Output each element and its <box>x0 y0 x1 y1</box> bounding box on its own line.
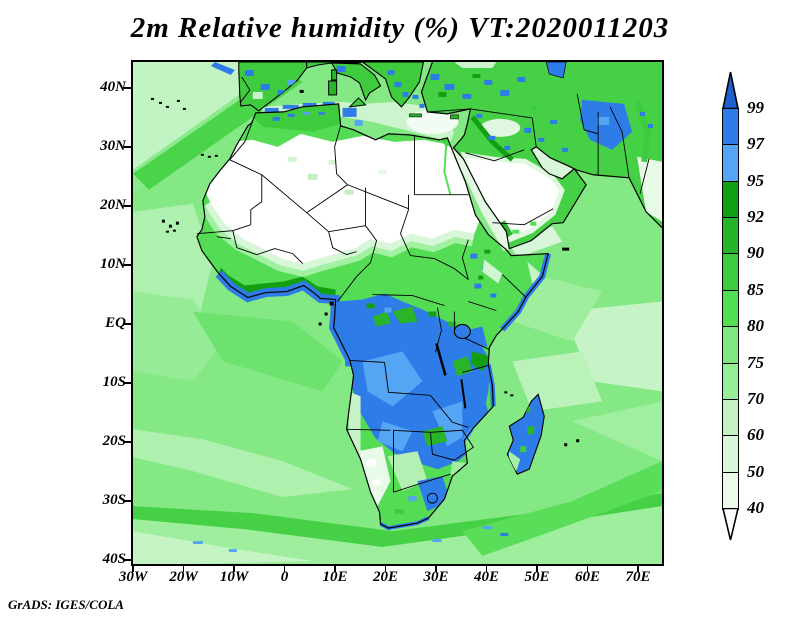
colorbar-segment <box>722 253 739 292</box>
x-axis-label: 30E <box>423 569 449 585</box>
x-axis-tick <box>485 565 488 572</box>
y-axis-tick <box>124 146 132 148</box>
lakes <box>435 323 471 409</box>
x-axis-tick <box>586 565 589 572</box>
colorbar-segment <box>722 180 739 219</box>
y-axis-label: 40S <box>102 551 126 567</box>
x-axis-label: 10E <box>322 569 348 585</box>
x-axis-label: 70E <box>625 569 651 585</box>
colorbar-tick-label: 90 <box>747 243 764 263</box>
x-axis-label: 20W <box>169 569 198 585</box>
country-borders <box>196 76 650 504</box>
coastlines <box>196 62 662 529</box>
colorbar-arrow-below-min <box>722 507 739 540</box>
y-axis-label: 40N <box>100 79 126 95</box>
x-axis-label: 20E <box>372 569 398 585</box>
y-axis-tick <box>124 264 132 266</box>
x-axis-tick <box>182 565 185 572</box>
colorbar-arrow-above-max <box>722 71 739 109</box>
colorbar-segment <box>722 326 739 365</box>
small-islands <box>150 89 580 447</box>
y-axis-label: 20S <box>102 433 126 449</box>
y-axis-tick <box>124 559 132 561</box>
africa-landmass <box>196 103 549 529</box>
colorbar-segment <box>722 217 739 256</box>
y-axis-tick <box>124 441 132 443</box>
colorbar-segment <box>722 471 739 510</box>
colorbar-tick-label: 50 <box>747 461 764 481</box>
colorbar-tick-label: 95 <box>747 170 764 190</box>
y-axis-label: 10N <box>100 256 126 272</box>
colorbar-tick-label: 80 <box>747 316 764 336</box>
x-axis-label: 30W <box>118 569 148 585</box>
x-axis-tick <box>435 565 437 572</box>
y-axis-label: 20N <box>100 197 126 213</box>
y-axis-tick <box>124 500 132 502</box>
colorbar-tick-label: 75 <box>747 352 764 372</box>
colorbar-tick-label: 92 <box>747 207 764 227</box>
colorbar-segment <box>722 289 739 328</box>
colorbar-tick-label: 85 <box>747 279 764 299</box>
x-axis-tick <box>132 565 134 572</box>
y-axis-label: 30S <box>102 492 126 508</box>
colorbar-segment <box>722 398 739 437</box>
y-axis-label: 10S <box>102 374 126 390</box>
water-inlets <box>449 146 575 251</box>
x-axis-tick <box>536 565 538 572</box>
humidity-map-svg <box>133 62 662 564</box>
map-plot <box>131 60 664 566</box>
colorbar-segment <box>722 362 739 401</box>
y-axis-tick <box>124 87 132 89</box>
colorbar-tick-label: 97 <box>747 134 764 154</box>
x-axis-label: 10W <box>219 569 249 585</box>
x-axis-tick <box>283 565 286 572</box>
x-axis-tick <box>233 565 235 572</box>
plot-title: 2m Relative humidity (%) VT:2020011203 <box>130 12 670 44</box>
colorbar-segment <box>722 435 739 474</box>
y-axis-label: 30N <box>100 138 126 154</box>
y-axis-label: EQ <box>105 315 126 331</box>
colorbar-tick-label: 70 <box>747 388 764 408</box>
colorbar-segment <box>722 108 739 146</box>
x-axis-label: 60E <box>574 569 600 585</box>
credit-text: GrADS: IGES/COLA <box>8 597 124 612</box>
colorbar-tick-label: 99 <box>747 98 764 117</box>
y-axis-tick <box>124 382 132 384</box>
x-axis-label: 40E <box>473 569 499 585</box>
colorbar-tick-label: 60 <box>747 425 764 445</box>
y-axis-tick <box>124 205 132 207</box>
x-axis-tick <box>334 565 336 572</box>
y-axis-tick <box>124 323 132 325</box>
x-axis-tick <box>384 565 387 572</box>
x-axis-label: 50E <box>524 569 550 585</box>
x-axis-label: 0 <box>280 569 289 585</box>
colorbar-segment <box>722 144 739 183</box>
x-axis-tick <box>637 565 639 572</box>
colorbar-tick-label: 40 <box>747 498 764 517</box>
